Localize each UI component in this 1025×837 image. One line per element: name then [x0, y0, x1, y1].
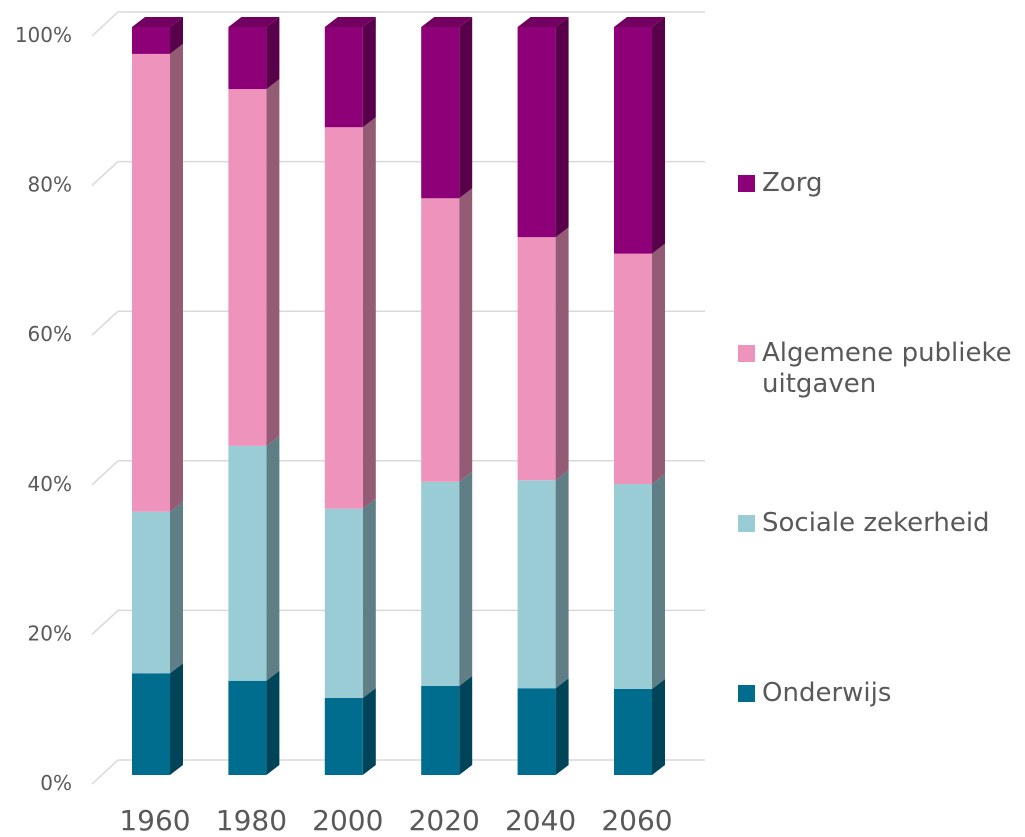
legend-swatch — [738, 345, 755, 362]
bar-side — [266, 17, 280, 90]
x-tick-label: 1980 — [216, 804, 287, 837]
y-tick-label: 80% — [28, 173, 72, 197]
bar-top — [517, 17, 569, 27]
legend-label: Algemene publieke uitgaven — [762, 338, 1012, 399]
bar-side — [459, 188, 473, 482]
bar-side — [170, 501, 183, 674]
bar — [228, 445, 267, 681]
bar-top — [132, 17, 183, 27]
y-tick-label: 100% — [15, 23, 72, 47]
legend-item: Algemene publieke uitgaven — [738, 338, 1025, 400]
bar-side — [362, 687, 376, 775]
x-tick-label: 2060 — [601, 804, 672, 837]
grid-line — [91, 609, 119, 635]
bar-side — [362, 17, 376, 128]
bar-side — [459, 471, 473, 686]
bar-top — [324, 17, 376, 27]
bar-side — [266, 435, 280, 681]
bar — [132, 673, 170, 775]
bar — [228, 89, 267, 446]
bar — [614, 484, 652, 689]
bar — [421, 198, 460, 482]
legend-item: Sociale zekerheid — [738, 508, 1025, 539]
bar-side — [170, 43, 183, 512]
bar — [614, 253, 652, 485]
bar-side — [652, 474, 665, 689]
grid-line — [91, 310, 119, 336]
bar — [517, 27, 556, 238]
bar-side — [555, 227, 569, 481]
legend-label: Onderwijs — [762, 678, 892, 708]
bar — [132, 53, 170, 512]
bar-side — [266, 670, 280, 775]
bar-side — [266, 79, 280, 446]
bar — [132, 511, 170, 674]
bar — [228, 27, 267, 90]
bar — [324, 127, 363, 509]
bar-side — [555, 678, 569, 775]
bar-side — [170, 663, 183, 775]
bar — [614, 27, 652, 254]
bar-side — [652, 678, 665, 775]
bar — [614, 688, 652, 775]
x-tick-label: 1960 — [119, 804, 190, 837]
bar — [517, 688, 556, 775]
bar-top — [421, 17, 473, 27]
bar — [228, 680, 267, 775]
bar-side — [652, 243, 665, 485]
bar — [324, 697, 363, 775]
y-tick-label: 40% — [28, 472, 72, 496]
legend-swatch — [738, 515, 755, 532]
bar-top — [228, 17, 280, 27]
bar — [421, 27, 460, 199]
bar — [132, 27, 170, 54]
bar-side — [555, 470, 569, 689]
bar — [517, 480, 556, 689]
bar — [421, 481, 460, 686]
x-tick-label: 2040 — [505, 804, 576, 837]
legend-item: Zorg — [738, 168, 1025, 199]
legend-swatch — [738, 175, 755, 192]
bar-side — [555, 17, 569, 238]
y-tick-label: 0% — [40, 771, 72, 795]
legend-swatch — [738, 685, 755, 702]
bar-side — [459, 17, 473, 199]
grid-line — [91, 11, 119, 37]
bar-side — [652, 17, 665, 254]
bar-side — [459, 675, 473, 775]
legend-item: Onderwijs — [738, 678, 1025, 709]
grid-line — [91, 460, 119, 486]
x-tick-label: 2000 — [312, 804, 383, 837]
bar — [324, 508, 363, 698]
legend: Onderwijs Sociale zekerheid Algemene publi… — [738, 0, 1025, 837]
grid-line — [91, 759, 119, 785]
legend-label: Sociale zekerheid — [762, 508, 990, 538]
bar — [517, 237, 556, 481]
x-tick-label: 2020 — [409, 804, 480, 837]
bar — [324, 27, 363, 128]
y-tick-label: 20% — [28, 621, 72, 645]
bar — [421, 685, 460, 775]
bar-side — [362, 117, 376, 509]
bar-side — [362, 498, 376, 698]
bar-top — [614, 17, 665, 27]
legend-label: Zorg — [762, 168, 823, 198]
grid-line — [91, 161, 119, 187]
y-tick-label: 60% — [28, 322, 72, 346]
bar-side — [170, 17, 183, 54]
